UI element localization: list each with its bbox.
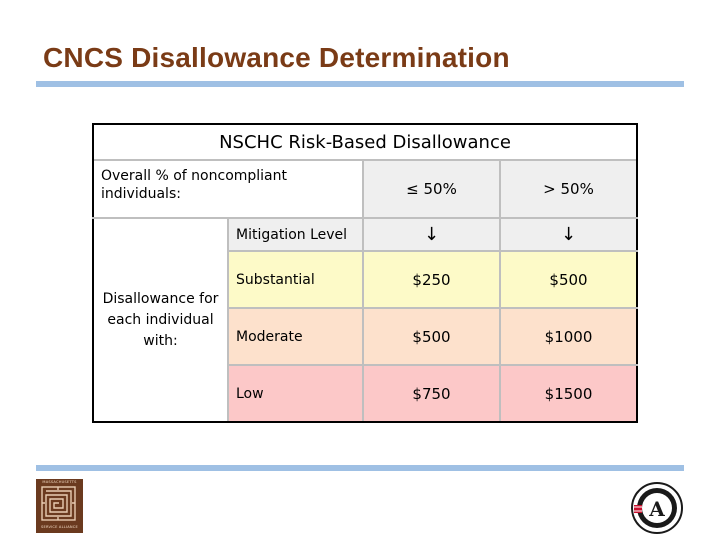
maze-pattern-logo-icon: MASSACHUSETTS SERVICE ALLIANCE: [36, 479, 83, 533]
level-name: Moderate: [227, 307, 364, 366]
disallowance-per-individual-label: Disallowance for each individual with:: [92, 217, 229, 423]
column-header-high-percent: > 50%: [498, 159, 639, 219]
amount-cell: $500: [362, 307, 501, 366]
maze-pattern-icon: [40, 485, 77, 522]
column-header-low-percent: ≤ 50%: [362, 159, 501, 219]
seal-letter: A: [648, 497, 665, 521]
table-caption: NSCHC Risk-Based Disallowance: [91, 123, 639, 160]
level-name: Substantial: [227, 250, 364, 309]
amount-cell: $1000: [498, 307, 639, 366]
overall-percent-label: Overall % of noncompliant individuals:: [92, 159, 364, 219]
americorps-seal-icon: A: [631, 482, 683, 534]
logo-top-text: MASSACHUSETTS: [42, 480, 77, 484]
title-divider: [36, 81, 684, 87]
logo-bottom-text: SERVICE ALLIANCE: [41, 525, 78, 529]
footer-divider: [36, 465, 684, 471]
down-arrow-icon: ↓: [498, 217, 639, 252]
down-arrow-icon: ↓: [362, 217, 501, 252]
amount-cell: $500: [498, 250, 639, 309]
disallowance-table: NSCHC Risk-Based Disallowance Overall % …: [91, 123, 639, 423]
table-row-low: Low $750 $1500: [93, 364, 639, 423]
amount-cell: $250: [362, 250, 501, 309]
table-row-substantial: Substantial $250 $500: [93, 250, 639, 309]
mitigation-level-label: Mitigation Level: [227, 217, 364, 252]
amount-cell: $750: [362, 364, 501, 423]
table-row-moderate: Moderate $500 $1000: [93, 307, 639, 366]
amount-cell: $1500: [498, 364, 639, 423]
slide-title: CNCS Disallowance Determination: [43, 42, 510, 73]
level-name: Low: [227, 364, 364, 423]
